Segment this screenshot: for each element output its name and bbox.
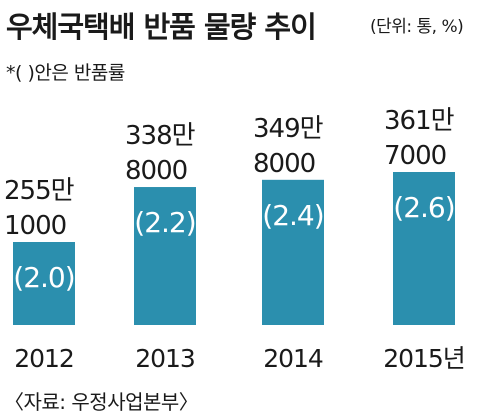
bar-2013: [134, 187, 196, 325]
rate-label: (2.2): [134, 206, 195, 239]
value-label-line2: 7000: [384, 141, 446, 171]
rate-label: (2.0): [13, 261, 74, 294]
bar-2012: [13, 242, 75, 325]
category-label: 2013: [135, 344, 195, 373]
chart-title: 우체국택배 반품 물량 추이: [6, 10, 317, 44]
value-label-line1: 349만: [253, 114, 323, 144]
value-label-line1: 361만: [384, 106, 454, 136]
category-label: 2014: [263, 344, 323, 373]
rate-note: *( )안은 반품률: [6, 62, 125, 84]
value-label-line2: 8000: [125, 156, 187, 186]
rate-label: (2.6): [393, 191, 454, 224]
rate-label: (2.4): [262, 199, 323, 232]
bar-2015년: [393, 172, 455, 325]
bar-2014: [262, 179, 324, 325]
unit-label: (단위: 통, %): [370, 17, 464, 37]
category-label: 2012: [14, 344, 74, 373]
category-label: 2015년: [383, 344, 465, 373]
value-label-line1: 338만: [125, 121, 195, 151]
value-label-line2: 8000: [253, 149, 315, 179]
value-label-line1: 255만: [4, 176, 74, 206]
source-label: 〈자료: 우정사업본부〉: [4, 390, 199, 414]
value-label-line2: 1000: [4, 211, 66, 241]
